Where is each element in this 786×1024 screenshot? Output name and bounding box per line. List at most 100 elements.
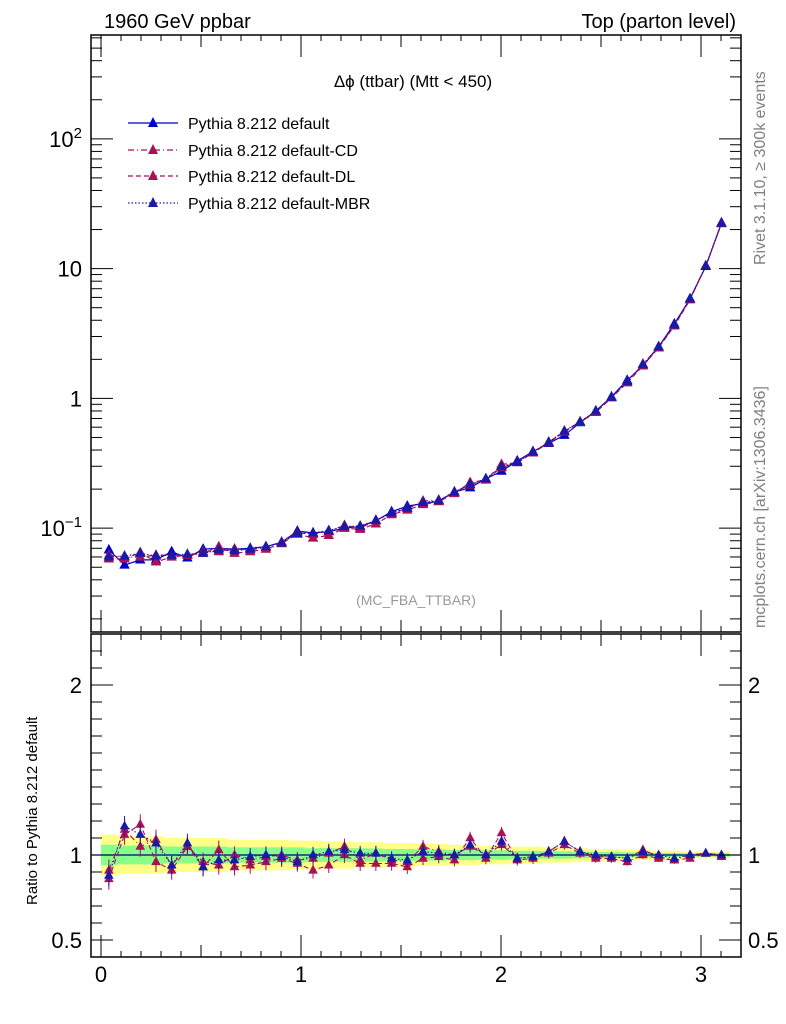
data-point-s3-19 — [402, 502, 413, 512]
legend-marker-cd — [148, 144, 158, 154]
plot-title: Δϕ (ttbar) (Mtt < 450) — [334, 72, 492, 91]
ratio-point-s2-27 — [528, 851, 538, 860]
y-tick-label: 10 — [58, 257, 82, 282]
data-point-s3-15 — [339, 520, 350, 531]
data-point-s2-13 — [307, 532, 319, 542]
data-point-s3-4 — [166, 549, 177, 559]
data-point-s3-26 — [512, 456, 523, 466]
data-point-s3-16 — [354, 519, 366, 530]
ratio-point-s2-28 — [543, 846, 554, 855]
data-point-s3-0 — [103, 550, 115, 561]
data-point-s2-3 — [150, 555, 162, 566]
data-point-s3-31 — [590, 404, 602, 415]
ratio-point-s2-9 — [245, 851, 256, 860]
ratio-point-s2-29 — [559, 835, 570, 845]
data-point-s3-8 — [229, 544, 240, 555]
data-point-s3-35 — [653, 340, 664, 351]
ratio-line-2 — [108, 825, 722, 876]
data-point-s3-39 — [716, 217, 727, 227]
y-tick-label: 1 — [70, 386, 82, 411]
ratio-y-tick-label-right: 1 — [748, 843, 760, 868]
ratio-point-s2-32 — [606, 851, 617, 860]
x-tick-label: 1 — [295, 962, 307, 987]
ratio-point-s2-23 — [465, 839, 475, 849]
ratio-point-s2-20 — [418, 846, 428, 855]
data-point-s3-29 — [559, 425, 570, 435]
data-point-s3-28 — [543, 436, 554, 446]
ratio-point-s1-2 — [135, 818, 146, 828]
ratio-point-s2-35 — [653, 849, 664, 859]
ratio-point-s1-14 — [323, 859, 334, 869]
data-point-s3-20 — [417, 496, 429, 506]
rivet-label: Rivet 3.1.10, ≥ 300k events — [752, 71, 769, 265]
data-point-s3-2 — [135, 547, 146, 557]
ratio-point-s2-17 — [371, 847, 381, 857]
data-point-s3-34 — [637, 358, 649, 369]
x-tick-label: 2 — [495, 962, 507, 987]
data-point-s3-33 — [622, 375, 633, 386]
ratio-point-s2-8 — [229, 854, 240, 864]
legend-label-default: Pythia 8.212 default — [188, 116, 330, 133]
ratio-plot-frame — [90, 633, 742, 958]
legend-marker-dl — [148, 170, 158, 180]
ratio-point-s1-7 — [214, 844, 224, 854]
ratio-point-s2-5 — [182, 837, 193, 847]
ratio-point-s2-21 — [433, 847, 444, 857]
ratio-point-s2-13 — [308, 849, 318, 859]
data-point-s3-23 — [464, 478, 476, 488]
ratio-y-tick-label-right: 2 — [748, 673, 760, 698]
ratio-point-s2-25 — [496, 835, 507, 845]
ratio-point-s2-11 — [276, 851, 287, 860]
data-point-s3-30 — [574, 415, 586, 426]
analysis-watermark: (MC_FBA_TTBAR) — [356, 592, 476, 608]
ratio-point-s2-36 — [669, 852, 680, 862]
legend-label-dl: Pythia 8.212 default-DL — [188, 169, 355, 186]
ratio-point-s2-22 — [449, 849, 460, 859]
series-line-3 — [108, 222, 723, 558]
main-plot-frame — [90, 34, 742, 633]
ratio-point-s2-6 — [198, 861, 208, 871]
ratio-point-s2-33 — [622, 852, 633, 862]
header-right: Top (parton level) — [581, 11, 736, 33]
x-tick-label: 3 — [695, 962, 707, 987]
ratio-point-s2-38 — [700, 847, 711, 857]
ratio-point-s2-15 — [339, 844, 350, 854]
data-point-s0-1 — [119, 559, 130, 569]
ratio-point-s2-1 — [119, 820, 130, 830]
ratio-point-s1-16 — [355, 858, 365, 867]
ratio-point-s2-2 — [135, 829, 146, 838]
legend-entry-default: Pythia 8.212 default — [128, 116, 330, 133]
ratio-y-tick-label: 2 — [70, 673, 82, 698]
series-line-2 — [108, 223, 723, 563]
data-point-s3-24 — [480, 472, 492, 483]
series-line-0 — [108, 222, 723, 566]
data-point-s0-0 — [103, 543, 115, 554]
data-point-s3-22 — [449, 486, 460, 496]
ratio-point-s2-0 — [104, 869, 114, 879]
ratio-point-s1-3 — [151, 856, 161, 866]
mcplots-label: mcplots.cern.ch [arXiv:1306.3436] — [752, 386, 769, 628]
ratio-point-s0-2 — [135, 841, 146, 850]
ratio-point-s2-10 — [261, 849, 271, 859]
data-point-s3-10 — [260, 540, 272, 551]
ratio-point-s1-25 — [496, 827, 507, 837]
y-tick-label: 102 — [49, 125, 82, 152]
ratio-point-s2-19 — [402, 854, 413, 864]
data-point-s3-6 — [197, 547, 209, 557]
ratio-point-s2-14 — [323, 846, 334, 855]
ratio-point-s1-17 — [371, 858, 381, 867]
header-left: 1960 GeV ppbar — [104, 11, 251, 33]
ratio-point-s2-34 — [638, 846, 648, 855]
data-point-s3-36 — [669, 318, 680, 329]
data-point-s3-18 — [386, 506, 397, 517]
ratio-point-s2-30 — [575, 846, 585, 855]
legend-marker-default — [148, 117, 158, 127]
data-point-s3-38 — [700, 259, 711, 270]
ratio-point-s2-16 — [355, 847, 365, 857]
legend-label-cd: Pythia 8.212 default-CD — [188, 143, 358, 160]
ratio-point-s2-18 — [386, 852, 397, 862]
data-point-s3-14 — [323, 524, 334, 535]
data-point-s3-32 — [606, 391, 617, 401]
data-point-s2-14 — [323, 529, 334, 539]
